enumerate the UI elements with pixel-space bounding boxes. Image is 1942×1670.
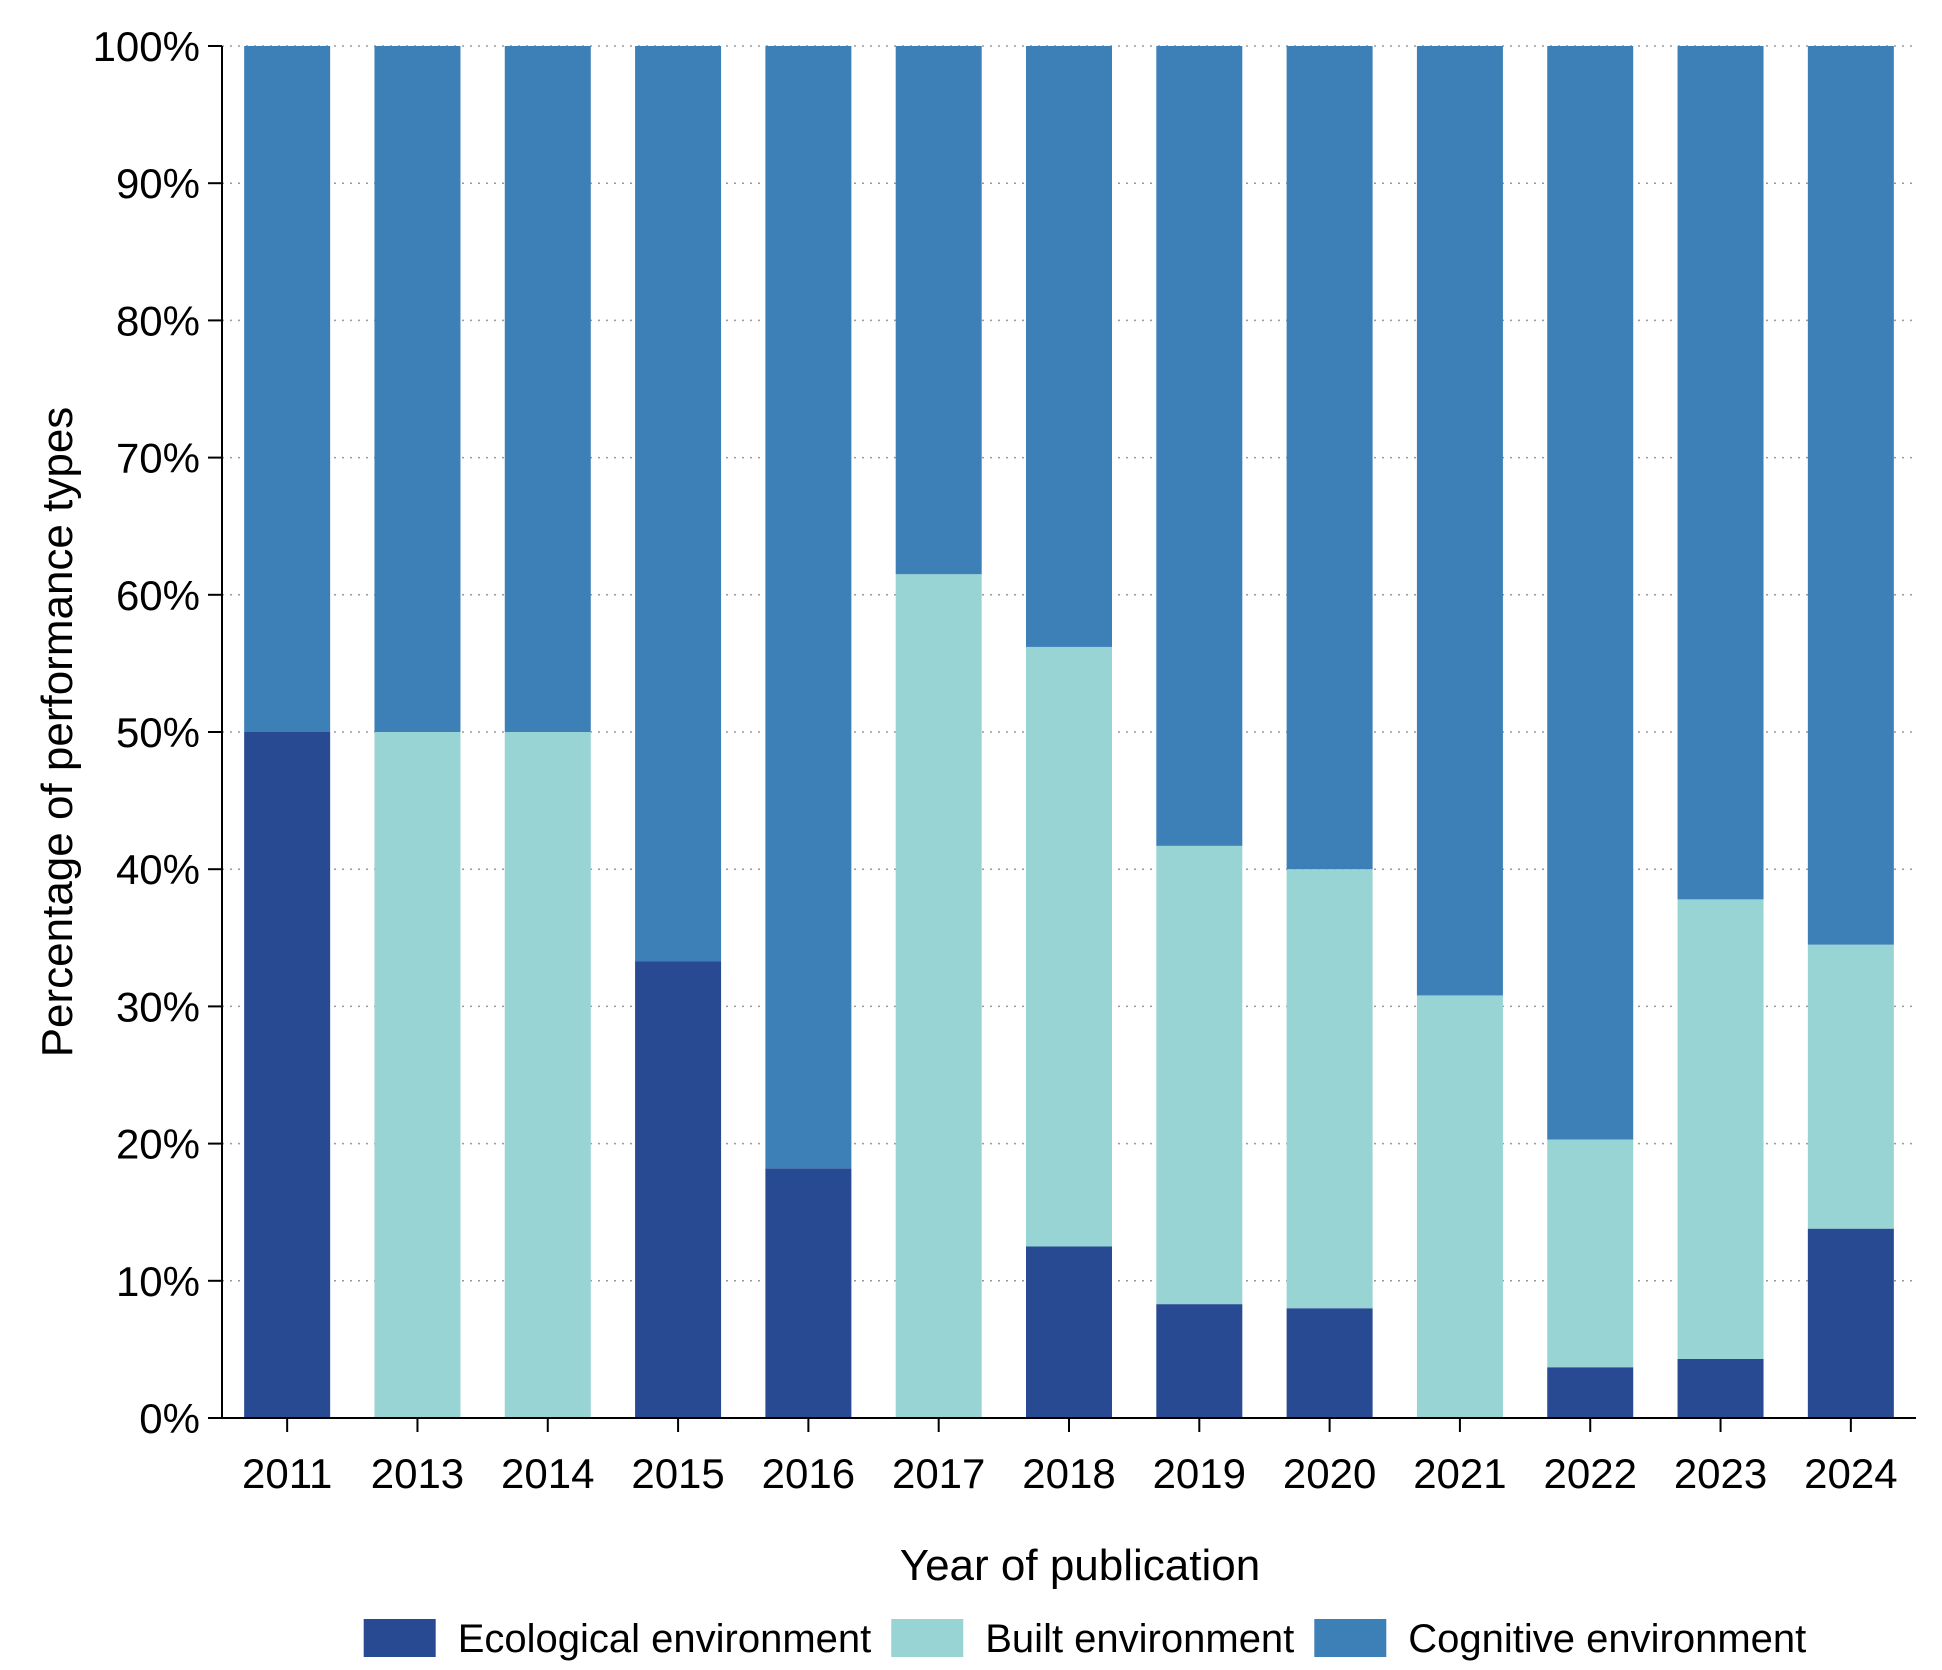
x-ticks: 2011 2013 2014 2015 2016 2017 2018 2019 2020 2021… [242, 1418, 1898, 1497]
y-tick-label: 50% [116, 709, 200, 756]
bar-segment-2016-ecological-environment [765, 1168, 852, 1418]
x-tick-label: 2016 [762, 1450, 855, 1497]
bar-segment-2019-cognitive-environment [1156, 46, 1243, 846]
bar-segment-2024-cognitive-environment [1807, 46, 1894, 945]
x-tick-label: 2022 [1544, 1450, 1637, 1497]
bar-segment-2019-built-environment [1156, 845, 1243, 1305]
bar-segment-2020-built-environment [1286, 869, 1373, 1309]
bar-segment-2020-cognitive-environment [1286, 46, 1373, 870]
bar-segment-2013-cognitive-environment [374, 46, 461, 732]
bar-segment-2018-ecological-environment [1025, 1246, 1113, 1418]
bar-segment-2016-cognitive-environment [765, 46, 852, 1169]
bar-segment-2013-built-environment [374, 732, 461, 1418]
bar-segment-2020-ecological-environment [1286, 1308, 1373, 1418]
y-tick-label: 0% [139, 1395, 200, 1442]
bar-segment-2021-built-environment [1416, 995, 1503, 1418]
bar-segment-2017-cognitive-environment [895, 46, 982, 575]
x-tick-label: 2014 [501, 1450, 594, 1497]
y-tick-label: 80% [116, 297, 200, 344]
bar-segment-2024-ecological-environment [1807, 1228, 1894, 1418]
bar-segment-2017-built-environment [895, 574, 982, 1418]
bar-segment-2022-ecological-environment [1547, 1367, 1634, 1418]
y-tick-label: 30% [116, 983, 200, 1030]
y-tick-label: 70% [116, 435, 200, 482]
bar-segment-2015-ecological-environment [635, 961, 722, 1418]
y-ticks: 0% 10% 20% 30% 40% 50% 60% 70% 80% 90% 100% [93, 23, 222, 1442]
legend-swatch [1314, 1619, 1387, 1657]
y-tick-label: 100% [93, 23, 200, 70]
bar-segment-2024-built-environment [1807, 944, 1894, 1229]
bar-segment-2022-built-environment [1547, 1139, 1634, 1368]
bar-segment-2014-cognitive-environment [504, 46, 591, 732]
x-tick-label: 2015 [631, 1450, 724, 1497]
legend: Ecological environment Built environment C… [363, 1617, 1806, 1661]
bar-segment-2011-cognitive-environment [244, 46, 331, 732]
x-axis-title: Year of publication [900, 1541, 1260, 1590]
x-tick-label: 2021 [1413, 1450, 1506, 1497]
legend-swatch [891, 1619, 964, 1657]
bars [244, 46, 1894, 1418]
x-tick-label: 2011 [242, 1450, 332, 1497]
x-tick-label: 2017 [892, 1450, 985, 1497]
bar-segment-2023-cognitive-environment [1677, 46, 1764, 900]
bar-segment-2022-cognitive-environment [1547, 46, 1634, 1140]
bar-segment-2021-cognitive-environment [1416, 46, 1503, 996]
bar-segment-2015-cognitive-environment [635, 46, 722, 962]
x-tick-label: 2023 [1674, 1450, 1767, 1497]
bar-segment-2019-ecological-environment [1156, 1304, 1243, 1418]
y-tick-label: 40% [116, 846, 200, 893]
bar-segment-2014-built-environment [504, 732, 591, 1418]
bar-segment-2018-cognitive-environment [1025, 46, 1113, 647]
bar-segment-2011-ecological-environment [244, 732, 331, 1418]
x-tick-label: 2024 [1804, 1450, 1897, 1497]
y-tick-label: 20% [116, 1121, 200, 1168]
x-tick-label: 2020 [1283, 1450, 1376, 1497]
y-tick-label: 90% [116, 160, 200, 207]
bar-segment-2018-built-environment [1025, 646, 1113, 1247]
bar-segment-2023-ecological-environment [1677, 1359, 1764, 1418]
legend-swatch [363, 1619, 436, 1657]
legend-label: Built environment [985, 1617, 1294, 1661]
legend-label: Ecological environment [458, 1617, 872, 1661]
x-tick-label: 2013 [371, 1450, 464, 1497]
bar-segment-2023-built-environment [1677, 899, 1764, 1360]
y-tick-label: 10% [116, 1258, 200, 1305]
y-axis-title: Percentage of performance types [33, 407, 82, 1058]
x-tick-label: 2019 [1153, 1450, 1246, 1497]
x-tick-label: 2018 [1022, 1450, 1115, 1497]
legend-label: Cognitive environment [1408, 1617, 1806, 1661]
y-tick-label: 60% [116, 572, 200, 619]
